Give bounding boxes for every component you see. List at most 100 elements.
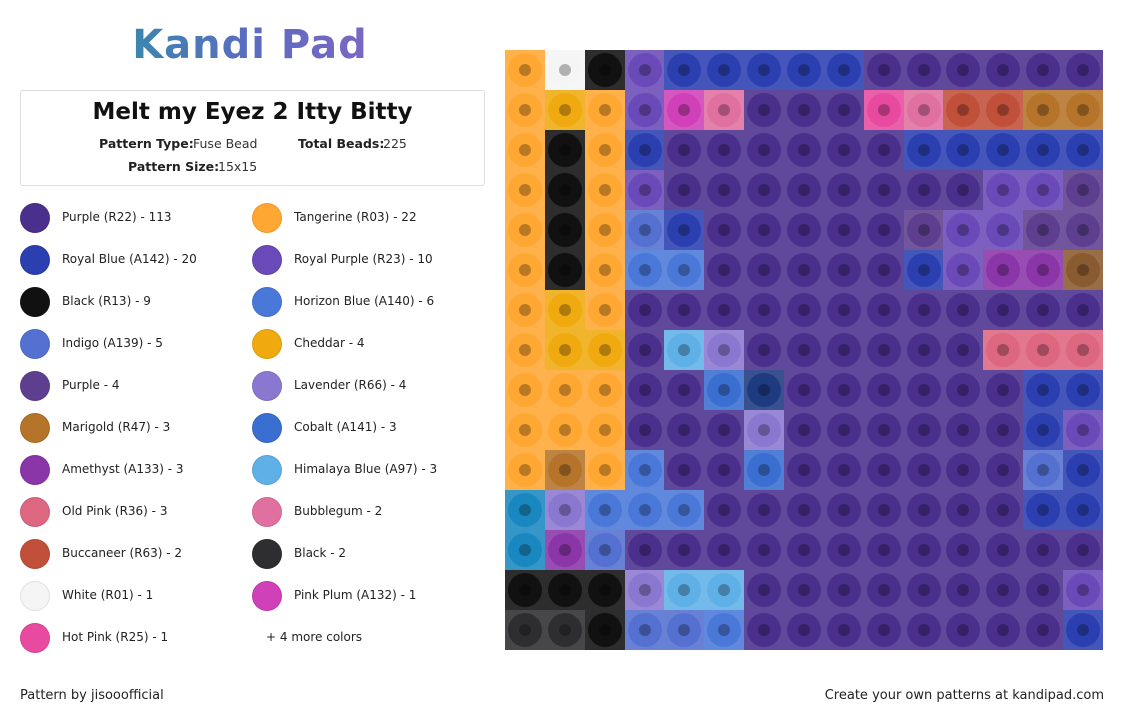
bead-hole	[917, 504, 930, 516]
bead-hole	[957, 584, 970, 596]
bead-hole	[598, 424, 611, 436]
bead	[787, 573, 822, 607]
bead-cell	[744, 90, 785, 130]
bead	[986, 213, 1021, 247]
bead-cell	[744, 130, 785, 170]
color-label: Cobalt (A141) - 3	[294, 420, 397, 434]
bead-hole	[1037, 504, 1050, 516]
bead-cell	[664, 90, 705, 130]
bead-hole	[1077, 424, 1090, 436]
bead-hole	[957, 184, 970, 196]
bead	[1066, 53, 1101, 87]
bead-hole	[997, 104, 1010, 116]
bead	[826, 93, 861, 127]
bead-hole	[837, 424, 850, 436]
bead-cell	[903, 370, 944, 410]
bead-cell	[983, 570, 1024, 610]
bead	[547, 493, 582, 527]
bead-hole	[678, 504, 691, 516]
bead-hole	[558, 304, 571, 316]
bead-cell	[943, 490, 984, 530]
bead-cell	[505, 210, 545, 250]
bead	[986, 413, 1021, 447]
bead	[826, 573, 861, 607]
bead-hole	[638, 544, 651, 556]
footer-link[interactable]: Create your own patterns at kandipad.com	[824, 688, 1104, 703]
bead-cell	[664, 170, 705, 210]
bead-cell	[505, 250, 545, 290]
bead-cell	[544, 610, 585, 650]
color-swatch	[20, 455, 50, 485]
bead	[1066, 533, 1101, 567]
bead-cell	[863, 530, 904, 570]
bead-cell	[544, 290, 585, 330]
bead-hole	[837, 144, 850, 156]
bead	[787, 253, 822, 287]
bead	[787, 333, 822, 367]
bead	[787, 213, 822, 247]
bead-cell	[584, 490, 625, 530]
bead-cell	[744, 610, 785, 650]
bead-hole	[758, 184, 771, 196]
bead-cell	[584, 250, 625, 290]
bead	[547, 373, 582, 407]
bead-hole	[877, 504, 890, 516]
bead-hole	[678, 104, 691, 116]
bead-hole	[638, 624, 651, 636]
bead-cell	[823, 130, 864, 170]
logo[interactable]: Kandi Pad	[0, 22, 500, 68]
bead	[627, 413, 662, 447]
bead-hole	[997, 264, 1010, 276]
bead-cell	[1063, 130, 1103, 170]
bead-cell	[584, 570, 625, 610]
bead-cell	[863, 90, 904, 130]
bead-cell	[544, 330, 585, 370]
bead-cell	[704, 330, 745, 370]
bead	[986, 333, 1021, 367]
bead	[747, 413, 782, 447]
bead-hole	[877, 104, 890, 116]
bead-cell	[584, 170, 625, 210]
bead-hole	[798, 184, 811, 196]
bead-cell	[624, 250, 665, 290]
bead-cell	[1023, 410, 1064, 450]
bead-hole	[1037, 584, 1050, 596]
bead-cell	[624, 330, 665, 370]
bead	[787, 533, 822, 567]
bead-cell	[1063, 370, 1103, 410]
bead	[986, 293, 1021, 327]
bead-hole	[558, 504, 571, 516]
bead-cell	[983, 170, 1024, 210]
bead	[707, 213, 742, 247]
bead	[508, 133, 542, 167]
bead-hole	[598, 504, 611, 516]
bead	[627, 453, 662, 487]
bead-cell	[784, 50, 824, 90]
bead	[747, 93, 782, 127]
bead-hole	[997, 344, 1010, 356]
bead-hole	[758, 504, 771, 516]
bead-hole	[718, 104, 731, 116]
bead-hole	[678, 584, 691, 596]
bead-hole	[877, 224, 890, 236]
value: 15x15	[218, 159, 258, 174]
bead	[1026, 333, 1061, 367]
color-swatch	[20, 497, 50, 527]
bead-hole	[558, 464, 571, 476]
bead-hole	[558, 264, 571, 276]
bead	[906, 93, 941, 127]
bead-hole	[718, 584, 731, 596]
color-label: Royal Blue (A142) - 20	[62, 252, 197, 266]
bead	[986, 453, 1021, 487]
bead-cell	[624, 50, 665, 90]
bead	[826, 613, 861, 647]
bead	[707, 373, 742, 407]
bead	[508, 453, 542, 487]
bead-cell	[704, 570, 745, 610]
bead	[866, 453, 901, 487]
bead-cell	[544, 530, 585, 570]
bead-cell	[505, 130, 545, 170]
bead-cell	[1023, 530, 1064, 570]
bead	[508, 493, 542, 527]
bead-hole	[997, 184, 1010, 196]
